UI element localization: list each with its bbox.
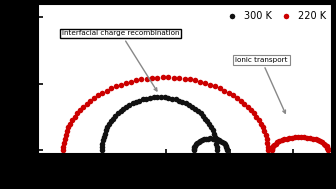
Text: ionic transport: ionic transport: [235, 57, 288, 113]
Legend: 300 K, 220 K: 300 K, 220 K: [218, 8, 330, 25]
X-axis label: Z’ (Ω cm⁻²): Z’ (Ω cm⁻²): [153, 175, 217, 185]
Y-axis label: -Z’’ (Ω cm⁻²): -Z’’ (Ω cm⁻²): [4, 43, 14, 115]
Text: interfacial charge recombination: interfacial charge recombination: [62, 30, 179, 91]
